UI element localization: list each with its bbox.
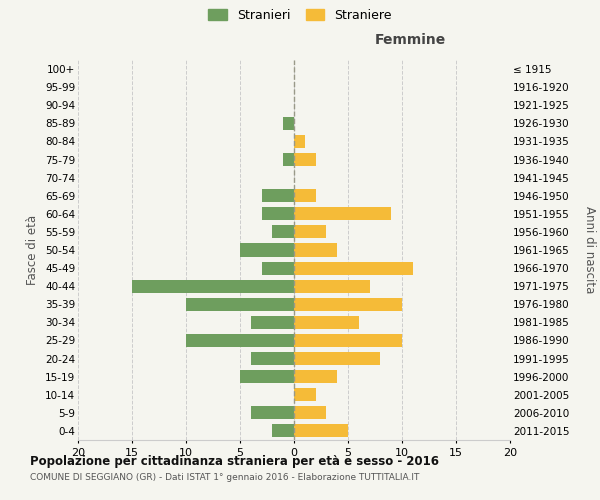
Bar bbox=[262, 189, 294, 202]
Bar bbox=[294, 388, 316, 402]
Bar bbox=[272, 226, 294, 238]
Bar bbox=[294, 262, 413, 274]
Bar bbox=[294, 280, 370, 292]
Y-axis label: Fasce di età: Fasce di età bbox=[26, 215, 40, 285]
Bar bbox=[251, 316, 294, 329]
Bar bbox=[294, 226, 326, 238]
Bar bbox=[186, 298, 294, 311]
Bar bbox=[240, 370, 294, 383]
Legend: Stranieri, Straniere: Stranieri, Straniere bbox=[208, 8, 392, 22]
Bar bbox=[262, 262, 294, 274]
Bar bbox=[294, 424, 348, 438]
Bar bbox=[294, 352, 380, 365]
Bar bbox=[294, 316, 359, 329]
Text: Popolazione per cittadinanza straniera per età e sesso - 2016: Popolazione per cittadinanza straniera p… bbox=[30, 455, 439, 468]
Bar bbox=[262, 208, 294, 220]
Bar bbox=[294, 189, 316, 202]
Bar bbox=[132, 280, 294, 292]
Bar bbox=[294, 153, 316, 166]
Bar bbox=[294, 244, 337, 256]
Bar bbox=[272, 424, 294, 438]
Bar bbox=[294, 406, 326, 420]
Bar bbox=[294, 298, 402, 311]
Bar bbox=[294, 370, 337, 383]
Text: Femmine: Femmine bbox=[375, 32, 446, 46]
Text: COMUNE DI SEGGIANO (GR) - Dati ISTAT 1° gennaio 2016 - Elaborazione TUTTITALIA.I: COMUNE DI SEGGIANO (GR) - Dati ISTAT 1° … bbox=[30, 472, 419, 482]
Bar bbox=[294, 334, 402, 347]
Bar bbox=[251, 352, 294, 365]
Bar bbox=[186, 334, 294, 347]
Bar bbox=[283, 153, 294, 166]
Bar bbox=[251, 406, 294, 420]
Y-axis label: Anni di nascita: Anni di nascita bbox=[583, 206, 596, 294]
Bar bbox=[240, 244, 294, 256]
Bar bbox=[283, 117, 294, 130]
Bar bbox=[294, 208, 391, 220]
Bar bbox=[294, 135, 305, 148]
